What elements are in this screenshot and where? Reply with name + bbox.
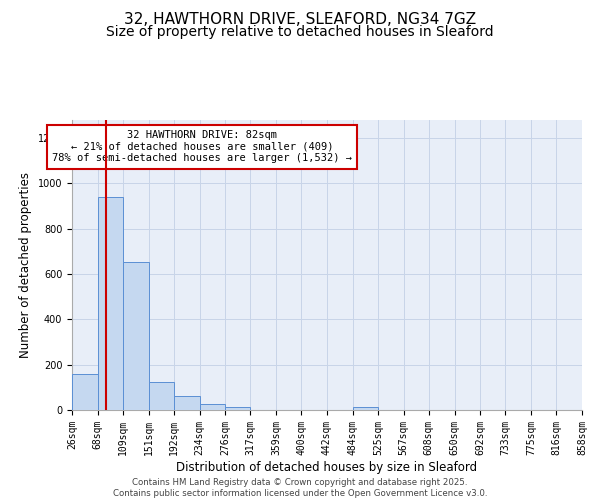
Text: Size of property relative to detached houses in Sleaford: Size of property relative to detached ho… — [106, 25, 494, 39]
Y-axis label: Number of detached properties: Number of detached properties — [19, 172, 32, 358]
Bar — [123, 262, 149, 410]
Bar — [98, 197, 123, 410]
Bar — [353, 408, 378, 410]
Text: 32 HAWTHORN DRIVE: 82sqm
← 21% of detached houses are smaller (409)
78% of semi-: 32 HAWTHORN DRIVE: 82sqm ← 21% of detach… — [52, 130, 352, 164]
Bar — [199, 404, 225, 410]
Text: 32, HAWTHORN DRIVE, SLEAFORD, NG34 7GZ: 32, HAWTHORN DRIVE, SLEAFORD, NG34 7GZ — [124, 12, 476, 28]
Bar — [225, 408, 250, 410]
Bar — [72, 374, 98, 410]
Text: Contains HM Land Registry data © Crown copyright and database right 2025.
Contai: Contains HM Land Registry data © Crown c… — [113, 478, 487, 498]
Bar — [174, 396, 200, 410]
X-axis label: Distribution of detached houses by size in Sleaford: Distribution of detached houses by size … — [176, 460, 478, 473]
Bar — [149, 382, 174, 410]
